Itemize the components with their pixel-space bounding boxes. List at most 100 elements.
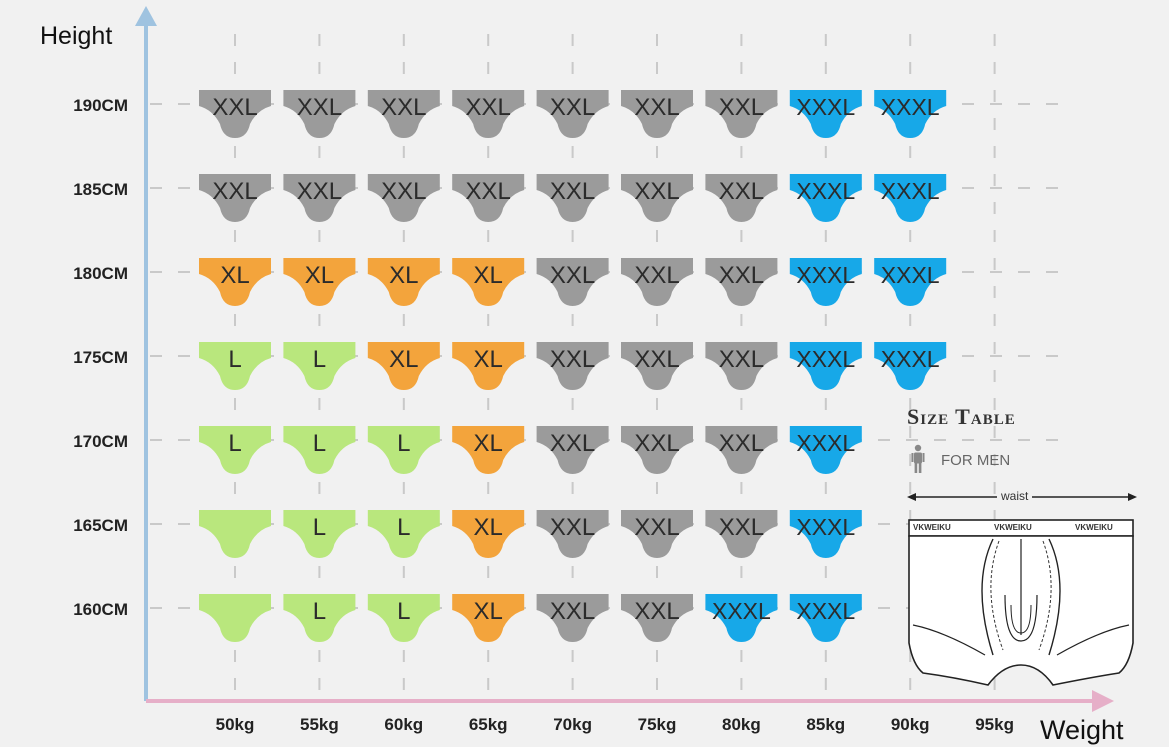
x-tick-label: 50kg: [216, 715, 255, 734]
size-cell-xxxl: [789, 510, 862, 558]
size-cell-xxl: [536, 258, 609, 306]
size-cell-label: XXL: [212, 178, 257, 205]
size-cell-xxl: [705, 258, 778, 306]
size-cell-xxxl: [789, 426, 862, 474]
size-cell-xl: [452, 342, 525, 390]
size-cell-label: XXL: [550, 598, 595, 625]
person-icon: [911, 444, 925, 473]
x-tick-label: 80kg: [722, 715, 761, 734]
size-cell-xxl: [705, 174, 778, 222]
size-cell-label: XXXL: [796, 598, 855, 624]
x-tick-label: 90kg: [891, 715, 930, 734]
size-cell-xxxl: [789, 342, 862, 390]
size-cell-label: XXL: [634, 346, 679, 373]
x-tick-label: 70kg: [553, 715, 592, 734]
size-cell-xxl: [452, 174, 525, 222]
y-tick-label: 170CM: [73, 432, 128, 451]
y-tick-label: 175CM: [73, 348, 128, 367]
size-cell-xxl: [621, 258, 693, 306]
size-cell-xl: [452, 510, 525, 558]
size-cell-label: XXL: [719, 94, 764, 121]
size-cell-xxl: [199, 174, 271, 222]
size-cell-label: L: [397, 514, 410, 541]
size-cell-xl: [367, 258, 440, 306]
size-cell-xl: [452, 594, 525, 642]
x-tick-label: 85kg: [806, 715, 845, 734]
y-tick-label: 165CM: [73, 516, 128, 535]
size-cell-xl: [283, 258, 356, 306]
size-cell-label: XXL: [381, 178, 426, 205]
size-cell-label: XXL: [719, 514, 764, 541]
size-cell-xxl: [452, 90, 525, 138]
size-cell-l: [199, 510, 271, 558]
x-tick-label: 55kg: [300, 715, 339, 734]
size-cell-label: XXXL: [796, 430, 855, 456]
x-tick-label: 65kg: [469, 715, 508, 734]
size-cell-label: XXL: [634, 430, 679, 457]
size-cell-l: [199, 594, 271, 642]
size-cell-l: [199, 426, 271, 474]
size-cell-label: XL: [305, 262, 334, 289]
size-cell-label: XXL: [550, 262, 595, 289]
size-cell-xxxl: [789, 594, 862, 642]
size-cell-xxl: [621, 174, 693, 222]
size-cell-xxl: [283, 90, 356, 138]
size-cell-xxl: [536, 426, 609, 474]
size-cell-l: [367, 510, 440, 558]
size-cell-label: XL: [474, 430, 503, 457]
size-cell-l: [199, 342, 271, 390]
size-table-title: Size Table: [907, 404, 1016, 429]
size-cell-xl: [367, 342, 440, 390]
size-table-subtitle: FOR MEN: [941, 452, 1011, 469]
y-axis-title: Height: [40, 22, 112, 50]
size-cell-label: XXL: [719, 262, 764, 289]
brand-label-center: VKWEIKU: [994, 523, 1032, 532]
size-cell-xxxl: [874, 174, 947, 222]
brand-label-right: VKWEIKU: [1075, 523, 1113, 532]
size-cell-label: L: [228, 346, 241, 373]
x-tick-label: 60kg: [384, 715, 423, 734]
size-cell-label: XXL: [550, 430, 595, 457]
size-cell-xl: [452, 426, 525, 474]
size-cell-label: XXL: [297, 178, 342, 205]
size-table-panel: Size Table FOR MEN waist: [893, 398, 1143, 698]
size-cell-xxl: [536, 594, 609, 642]
size-cell-xxl: [705, 90, 778, 138]
size-cell-label: XXXL: [796, 514, 855, 540]
size-cell-xl: [199, 258, 271, 306]
size-cell-label: XL: [474, 514, 503, 541]
size-cell-xxl: [621, 426, 693, 474]
waist-label: waist: [997, 489, 1033, 503]
size-cell-l: [283, 594, 356, 642]
size-cell-xxxl: [789, 90, 862, 138]
size-cell-label: XXL: [466, 178, 511, 205]
x-tick-label: 95kg: [975, 715, 1014, 734]
size-cell-label: XXL: [634, 262, 679, 289]
size-cell-l: [283, 426, 356, 474]
size-cell-l: [367, 426, 440, 474]
size-cell-xxl: [621, 90, 693, 138]
size-cell-xxl: [621, 510, 693, 558]
size-cell-xl: [452, 258, 525, 306]
size-cell-label: XL: [389, 262, 418, 289]
size-cell-label: XXXL: [881, 346, 940, 372]
size-cell-l: [367, 594, 440, 642]
size-cell-xxl: [705, 510, 778, 558]
size-cell-xxxl: [789, 258, 862, 306]
size-cell-label: XXL: [381, 94, 426, 121]
size-cell-xxl: [536, 510, 609, 558]
size-cell-label: XXXL: [796, 94, 855, 120]
size-cell-label: XXXL: [881, 94, 940, 120]
size-cell-l: [283, 342, 356, 390]
brand-label-left: VKWEIKU: [913, 523, 951, 532]
size-cell-label: XL: [389, 346, 418, 373]
size-cell-xxxl: [874, 258, 947, 306]
boxer-brief-icon: [908, 519, 1134, 686]
size-cell-label: XXL: [466, 94, 511, 121]
size-cell-xxxl: [874, 342, 947, 390]
size-cell-label: L: [228, 430, 241, 457]
y-tick-label: 180CM: [73, 264, 128, 283]
size-cell-label: L: [313, 598, 326, 625]
